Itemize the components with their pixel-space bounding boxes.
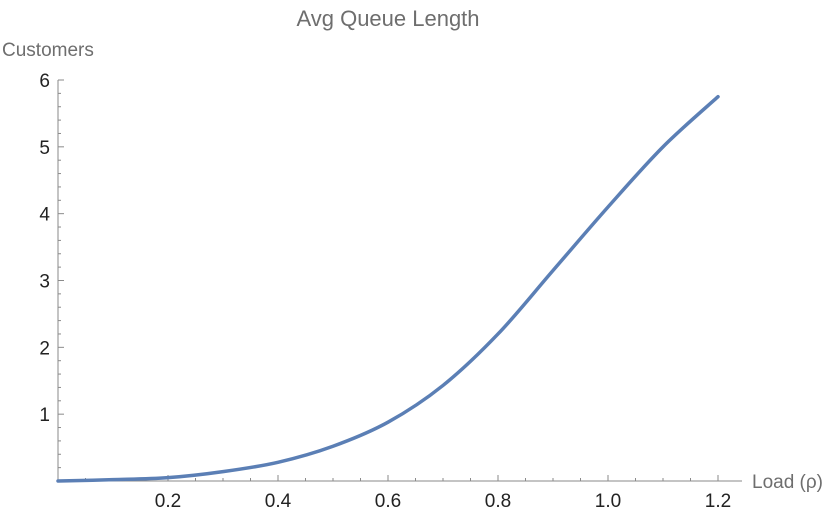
axis-ticks: 0.2 0.4 0.6 0.8 1.0 1.2 1 2 3 4 5 6 [39,71,731,512]
y-tick-label: 4 [39,205,50,226]
x-tick-label: 1.2 [705,491,731,512]
data-series-line [56,94,720,483]
x-tick-label: 0.4 [265,491,292,512]
y-tick-label: 6 [39,71,50,92]
x-axis-label: Load (ρ) [752,472,823,493]
y-tick-label: 3 [39,272,50,293]
y-tick-label: 1 [39,405,50,426]
y-axis-label: Customers [2,40,94,61]
y-tick-label: 5 [39,138,50,159]
x-tick-label: 0.8 [485,491,511,512]
y-tick-label: 2 [39,338,50,359]
chart-title: Avg Queue Length [296,6,479,31]
x-tick-label: 0.2 [155,491,181,512]
x-tick-label: 1.0 [595,491,621,512]
x-tick-label: 0.6 [375,491,401,512]
